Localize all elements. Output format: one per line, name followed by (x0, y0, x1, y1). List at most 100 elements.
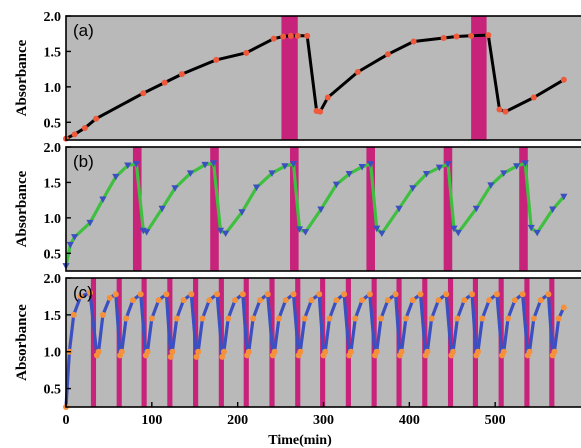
data-point (533, 229, 541, 237)
data-point (367, 161, 375, 168)
irradiation-band (471, 16, 487, 140)
data-point (186, 170, 195, 177)
data-point (163, 291, 170, 298)
x-tick-label: 200 (227, 413, 248, 428)
x-tick-label: 500 (485, 413, 506, 428)
data-point (270, 35, 277, 42)
data-point (195, 348, 202, 355)
y-tick-label: 1.5 (44, 45, 62, 60)
irradiation-band (290, 147, 299, 271)
data-point (210, 160, 218, 167)
y-axis-label: Absorbance (14, 39, 30, 116)
data-point (530, 94, 537, 101)
data-point (124, 162, 132, 170)
data-point (93, 115, 100, 122)
data-point (232, 297, 239, 304)
data-point (264, 291, 271, 298)
data-point (193, 353, 200, 360)
y-tick-label: 1.0 (44, 81, 62, 96)
data-point (402, 315, 409, 322)
panel-a: 0.5 1.0 1.5 2.0 (a) Absorbance (14, 10, 581, 142)
data-point (373, 225, 381, 233)
data-point (106, 294, 113, 301)
data-point (252, 184, 261, 191)
x-tick-label: 400 (399, 413, 420, 428)
y-axis-label: Absorbance (14, 304, 30, 381)
data-point (148, 315, 155, 322)
data-point (384, 297, 391, 304)
data-point (366, 291, 373, 298)
data-point (317, 206, 325, 213)
data-point (132, 161, 140, 168)
data-point (409, 297, 416, 304)
data-point (378, 315, 385, 322)
data-point (496, 106, 503, 113)
data-point (479, 315, 486, 322)
data-point (222, 230, 230, 238)
data-point (326, 315, 333, 322)
data-point (454, 229, 462, 237)
x-tick-label: 0 (63, 413, 70, 428)
data-point (519, 291, 526, 298)
data-point (304, 32, 311, 39)
x-tick-label: 300 (313, 413, 334, 428)
data-point (99, 311, 106, 318)
data-point (112, 173, 120, 181)
y-tick-label: 0.5 (44, 247, 62, 262)
data-point (410, 38, 417, 45)
data-point (444, 161, 452, 168)
data-point (71, 131, 78, 138)
data-point (199, 315, 206, 322)
data-point (560, 76, 567, 83)
data-point (450, 225, 458, 233)
data-point (453, 33, 460, 40)
irradiation-band (366, 147, 375, 271)
data-point (493, 291, 500, 298)
data-point (424, 348, 431, 355)
data-point (301, 315, 308, 322)
data-point (280, 33, 287, 40)
panels: 0.5 1.0 1.5 2.0 (a) Absorbance 0.5 1.0 1.5 2.0 (b)… (14, 10, 581, 428)
data-point (112, 291, 119, 298)
data-point (435, 164, 443, 172)
data-point (395, 205, 403, 213)
data-point (87, 289, 94, 296)
data-point (245, 348, 252, 355)
data-point (475, 348, 481, 355)
irradiation-band (519, 147, 528, 271)
y-axis-label: Absorbance (14, 170, 30, 247)
y-tick-label: 1.5 (44, 176, 62, 191)
data-point (239, 291, 246, 298)
data-point (171, 185, 179, 192)
panel-label: (c) (73, 283, 93, 302)
data-point (129, 297, 136, 304)
irradiation-band (281, 16, 298, 140)
data-point (450, 348, 457, 355)
data-point (485, 32, 492, 39)
data-point (214, 291, 221, 298)
irradiation-band (443, 147, 453, 271)
data-point (500, 348, 507, 355)
data-point (81, 124, 88, 131)
data-point (308, 297, 315, 304)
data-point (530, 315, 537, 322)
data-point (537, 297, 544, 304)
data-point (297, 348, 304, 355)
data-point (347, 348, 354, 355)
data-point (317, 108, 324, 115)
data-point (443, 291, 450, 298)
data-point (206, 297, 213, 304)
data-point (173, 315, 180, 322)
data-point (238, 209, 246, 216)
data-point (502, 108, 509, 115)
data-point (526, 348, 533, 355)
data-point (358, 163, 366, 171)
data-point (289, 161, 298, 168)
data-point (118, 348, 125, 355)
data-point (294, 32, 301, 39)
data-point (268, 170, 276, 177)
data-point (77, 293, 84, 300)
data-point (271, 348, 278, 355)
data-point (316, 291, 323, 298)
data-point (290, 291, 297, 298)
